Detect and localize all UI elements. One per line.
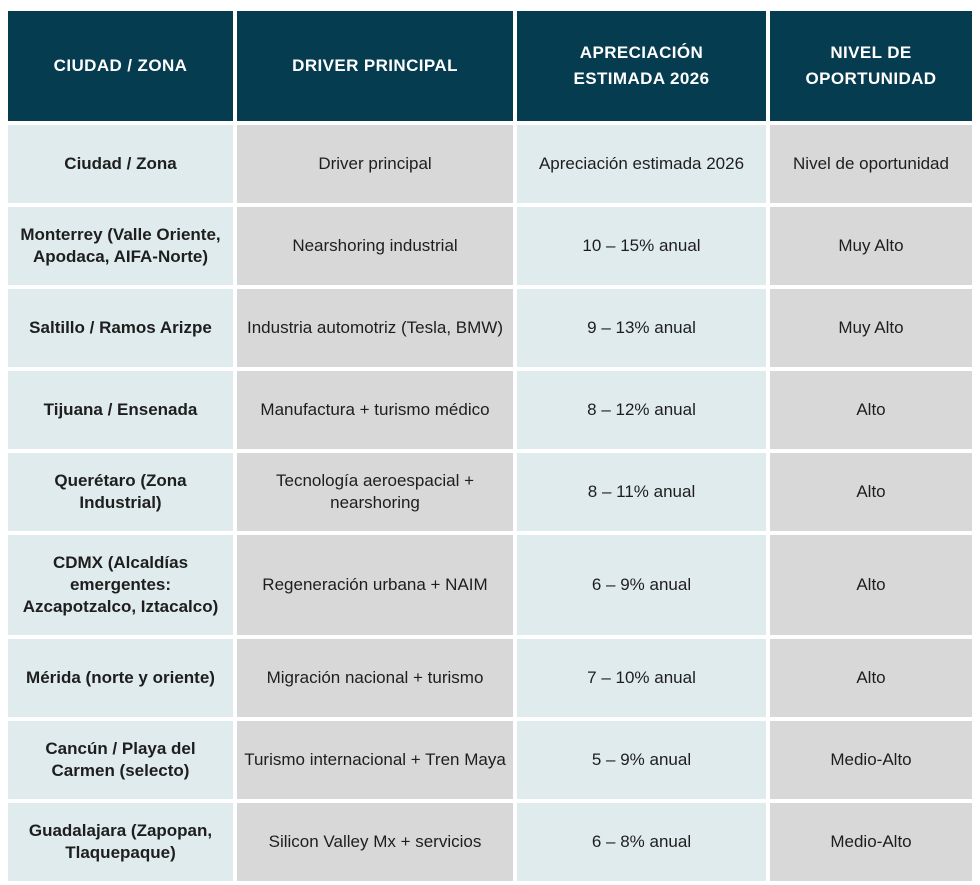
table-row: Tijuana / Ensenada Manufactura + turismo … (8, 371, 972, 449)
cell-driver: Tecnología aeroespacial + nearshoring (237, 453, 513, 531)
cell-driver: Industria automotriz (Tesla, BMW) (237, 289, 513, 367)
cell-driver: Migración nacional + turismo (237, 639, 513, 717)
cell-zona: Tijuana / Ensenada (8, 371, 233, 449)
table-row: Guadalajara (Zapopan, Tlaquepaque) Silico… (8, 803, 972, 881)
table-row: Saltillo / Ramos Arizpe Industria automot… (8, 289, 972, 367)
cell-zona: Guadalajara (Zapopan, Tlaquepaque) (8, 803, 233, 881)
cell-zona: Monterrey (Valle Oriente, Apodaca, AIFA-… (8, 207, 233, 285)
cell-zona: Mérida (norte y oriente) (8, 639, 233, 717)
cell-apreciacion: 8 – 12% anual (517, 371, 766, 449)
cell-nivel: Medio-Alto (770, 721, 972, 799)
header-nivel: NIVEL DE OPORTUNIDAD (770, 11, 972, 121)
cell-nivel: Alto (770, 371, 972, 449)
cell-apreciacion: Apreciación estimada 2026 (517, 125, 766, 203)
cell-driver: Silicon Valley Mx + servicios (237, 803, 513, 881)
table-row: Ciudad / Zona Driver principal Apreciación… (8, 125, 972, 203)
table-body: Ciudad / Zona Driver principal Apreciación… (8, 125, 972, 881)
cell-nivel: Alto (770, 535, 972, 635)
cell-nivel: Medio-Alto (770, 803, 972, 881)
table-row: Querétaro (Zona Industrial) Tecnología ae… (8, 453, 972, 531)
cell-zona: Saltillo / Ramos Arizpe (8, 289, 233, 367)
cell-driver: Driver principal (237, 125, 513, 203)
cell-apreciacion: 5 – 9% anual (517, 721, 766, 799)
cell-driver: Turismo internacional + Tren Maya (237, 721, 513, 799)
cell-nivel: Alto (770, 639, 972, 717)
table-row: Mérida (norte y oriente) Migración nacion… (8, 639, 972, 717)
table-header-row: CIUDAD / ZONA DRIVER PRINCIPAL APRECIACI… (8, 11, 972, 121)
cell-driver: Manufactura + turismo médico (237, 371, 513, 449)
cell-nivel: Nivel de oportunidad (770, 125, 972, 203)
table-row: Monterrey (Valle Oriente, Apodaca, AIFA-… (8, 207, 972, 285)
table-row: Cancún / Playa del Carmen (selecto) Turis… (8, 721, 972, 799)
cell-zona: Ciudad / Zona (8, 125, 233, 203)
header-apreciacion: APRECIACIÓN ESTIMADA 2026 (517, 11, 766, 121)
cell-zona: Querétaro (Zona Industrial) (8, 453, 233, 531)
cell-zona: Cancún / Playa del Carmen (selecto) (8, 721, 233, 799)
cell-nivel: Alto (770, 453, 972, 531)
table-row: CDMX (Alcaldías emergentes: Azcapotzalco… (8, 535, 972, 635)
cell-apreciacion: 6 – 8% anual (517, 803, 766, 881)
cell-apreciacion: 8 – 11% anual (517, 453, 766, 531)
cell-driver: Regeneración urbana + NAIM (237, 535, 513, 635)
opportunity-table: CIUDAD / ZONA DRIVER PRINCIPAL APRECIACI… (8, 11, 972, 885)
header-ciudad-zona: CIUDAD / ZONA (8, 11, 233, 121)
cell-nivel: Muy Alto (770, 207, 972, 285)
cell-apreciacion: 6 – 9% anual (517, 535, 766, 635)
cell-nivel: Muy Alto (770, 289, 972, 367)
cell-driver: Nearshoring industrial (237, 207, 513, 285)
cell-zona: CDMX (Alcaldías emergentes: Azcapotzalco… (8, 535, 233, 635)
header-driver-principal: DRIVER PRINCIPAL (237, 11, 513, 121)
cell-apreciacion: 10 – 15% anual (517, 207, 766, 285)
cell-apreciacion: 7 – 10% anual (517, 639, 766, 717)
cell-apreciacion: 9 – 13% anual (517, 289, 766, 367)
